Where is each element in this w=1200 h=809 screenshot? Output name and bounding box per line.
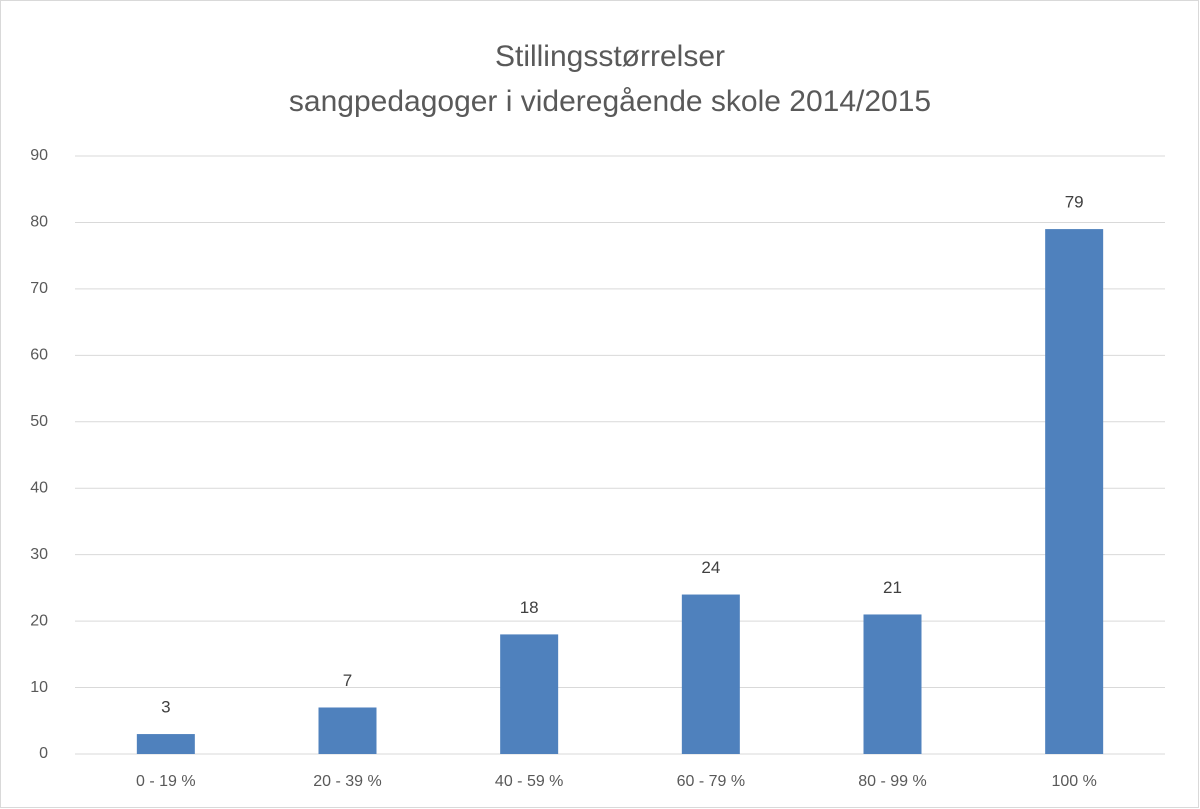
chart-subtitle: sangpedagoger i videregående skole 2014/… [289, 85, 931, 118]
y-tick-label: 80 [30, 214, 48, 231]
x-tick-label: 20 - 39 % [313, 773, 381, 790]
y-tick-label: 60 [30, 347, 48, 364]
y-tick-label: 0 [39, 745, 48, 762]
y-tick-label: 50 [30, 413, 48, 430]
bar [318, 707, 377, 754]
bar [136, 734, 195, 754]
data-label: 24 [701, 558, 720, 577]
data-label: 7 [343, 671, 352, 690]
y-tick-label: 10 [30, 679, 48, 696]
y-tick-label: 90 [30, 147, 48, 164]
data-label: 21 [883, 578, 902, 597]
bar [681, 594, 740, 754]
x-tick-label: 80 - 99 % [858, 773, 926, 790]
bar [1045, 229, 1104, 755]
x-tick-label: 40 - 59 % [495, 773, 563, 790]
bar [500, 634, 559, 754]
bar [863, 614, 922, 754]
y-tick-label: 70 [30, 280, 48, 297]
x-tick-label: 60 - 79 % [677, 773, 745, 790]
data-label: 18 [520, 598, 539, 617]
data-label: 79 [1065, 193, 1084, 212]
x-tick-label: 100 % [1051, 773, 1096, 790]
data-label: 3 [161, 698, 170, 717]
y-tick-label: 40 [30, 479, 48, 496]
x-tick-label: 0 - 19 % [136, 773, 196, 790]
chart-title: Stillingsstørrelser [495, 40, 725, 73]
y-tick-label: 20 [30, 612, 48, 629]
y-tick-label: 30 [30, 546, 48, 563]
